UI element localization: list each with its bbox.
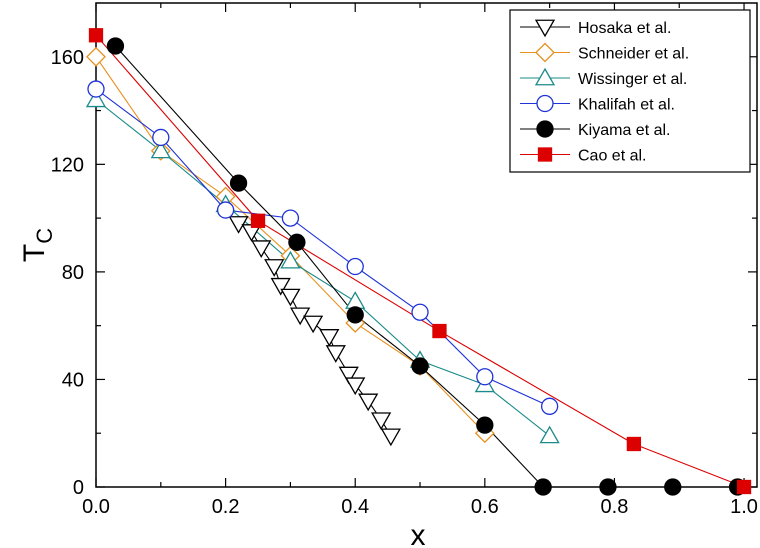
- y-tick-label: 0: [73, 477, 84, 499]
- data-point-khalifah-et-al: [281, 209, 300, 227]
- data-point-hosaka-et-al: [358, 393, 379, 412]
- data-point-cao-et-al: [736, 479, 752, 495]
- data-point-hosaka-et-al: [280, 288, 301, 307]
- legend-label: Khalifah et al.: [578, 97, 675, 114]
- data-point-hosaka-et-al: [251, 240, 272, 258]
- svg-text:TC: TC: [18, 228, 57, 262]
- data-point-cao-et-al: [250, 213, 266, 228]
- x-tick-label: 1.0: [730, 496, 758, 518]
- legend: Hosaka et al. Schneider et al. Wissinger e…: [509, 9, 751, 173]
- data-point-hosaka-et-al: [371, 412, 392, 431]
- legend-label: Cao et al.: [578, 148, 646, 165]
- data-point-hosaka-et-al: [345, 377, 366, 396]
- legend-marker: [534, 67, 556, 86]
- legend-marker: [536, 120, 554, 138]
- data-point-kiyama-et-al: [476, 416, 494, 434]
- legend-item: Kiyama et al.: [520, 120, 670, 139]
- data-point-khalifah-et-al: [216, 201, 235, 219]
- data-point-khalifah-et-al: [346, 257, 364, 276]
- x-tick-label: 0.0: [82, 496, 110, 518]
- legend-marker: [537, 147, 553, 162]
- data-point-khalifah-et-al: [411, 303, 429, 321]
- plot-frame: [95, 2, 758, 488]
- data-point-khalifah-et-al: [476, 368, 494, 386]
- legend-marker: [535, 42, 555, 63]
- x-tick-label: 0.4: [341, 496, 369, 518]
- legend-item: Cao et al.: [520, 147, 646, 165]
- data-point-hosaka-et-al: [338, 366, 359, 385]
- series-line-khalifah-et-al: [95, 88, 550, 407]
- data-point-cao-et-al: [88, 28, 104, 43]
- data-point-wissinger-et-al: [280, 250, 301, 269]
- legend-label: Hosaka et al.: [578, 20, 671, 37]
- y-axis-label: TC: [18, 228, 57, 262]
- data-point-kiyama-et-al: [534, 478, 552, 496]
- legend-label: Kiyama et al.: [578, 122, 670, 139]
- data-point-wissinger-et-al: [150, 140, 171, 159]
- data-point-schneider-et-al: [86, 46, 106, 67]
- legend-item: Hosaka et al.: [520, 19, 671, 38]
- series-line-wissinger-et-al: [95, 99, 550, 437]
- plot-border: [95, 2, 758, 488]
- data-point-hosaka-et-al: [270, 277, 291, 296]
- legend-item: Khalifah et al.: [520, 94, 675, 114]
- y-tick-label: 40: [62, 369, 84, 391]
- data-point-cao-et-al: [626, 436, 642, 452]
- data-point-kiyama-et-al: [288, 233, 306, 251]
- y-axis-label-sub: C: [32, 228, 57, 244]
- data-point-kiyama-et-al: [229, 174, 248, 192]
- data-point-hosaka-et-al: [325, 345, 346, 363]
- legend-box: [509, 9, 751, 173]
- data-point-wissinger-et-al: [85, 89, 107, 108]
- axis-ticks: 0.0 0.2 0.4 0.6 0.8 1.0 0 40 80 120 160: [51, 3, 758, 518]
- series-line-kiyama-et-al: [115, 45, 738, 488]
- x-tick-label: 0.8: [601, 496, 629, 518]
- legend-item: Wissinger et al.: [520, 67, 687, 88]
- data-point-kiyama-et-al: [599, 478, 617, 496]
- legend-item: Schneider et al.: [520, 42, 689, 63]
- data-point-hosaka-et-al: [380, 428, 401, 447]
- y-tick-label: 80: [62, 262, 84, 284]
- legend-label: Schneider et al.: [578, 46, 689, 63]
- y-axis-label-main: T: [18, 244, 51, 262]
- data-point-kiyama-et-al: [664, 478, 682, 496]
- x-tick-label: 0.2: [212, 496, 240, 518]
- y-tick-label: 120: [51, 154, 84, 176]
- data-point-wissinger-et-al: [345, 291, 366, 309]
- data-point-khalifah-et-al: [87, 80, 105, 98]
- data-point-cao-et-al: [432, 323, 447, 339]
- legend-marker: [534, 19, 556, 38]
- y-tick-label: 160: [51, 47, 84, 69]
- data-point-kiyama-et-al: [106, 37, 125, 55]
- data-point-khalifah-et-al: [152, 128, 170, 147]
- data-point-kiyama-et-al: [411, 357, 429, 375]
- data-point-hosaka-et-al: [264, 259, 285, 277]
- data-point-hosaka-et-al: [319, 329, 340, 347]
- legend-marker: [536, 94, 554, 113]
- data-point-khalifah-et-al: [540, 397, 559, 415]
- series-markers: [85, 28, 752, 496]
- legend-label: Wissinger et al.: [578, 71, 687, 88]
- x-tick-label: 0.6: [471, 496, 499, 518]
- data-point-kiyama-et-al: [346, 306, 364, 324]
- x-axis-label: x: [411, 519, 426, 548]
- data-point-wissinger-et-al: [539, 425, 560, 444]
- data-point-hosaka-et-al: [302, 315, 324, 334]
